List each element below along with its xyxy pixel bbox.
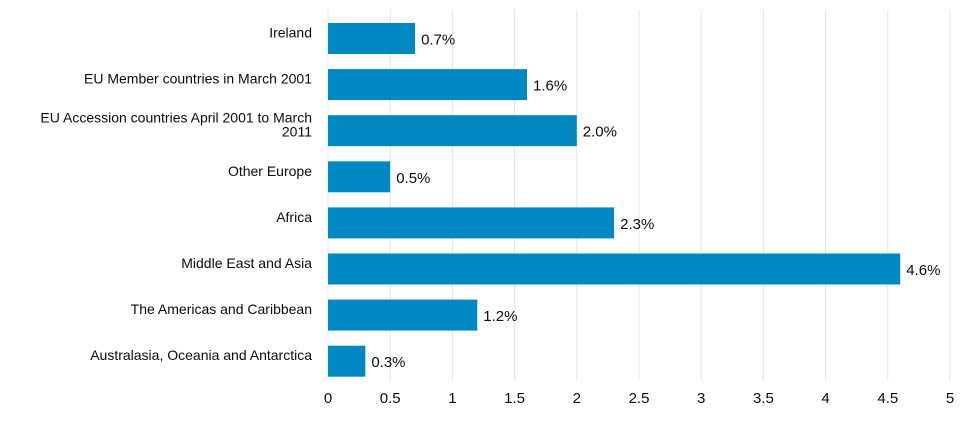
category-label: Other Europe <box>228 163 312 179</box>
category-label: Africa <box>276 209 312 225</box>
x-tick-label: 0 <box>324 390 332 407</box>
bar <box>328 69 528 101</box>
value-labels: 0.7% 1.6% 2.0% 0.5% 2.3% 4.6% 1.2% 0.3% <box>371 32 940 372</box>
data-label: 0.7% <box>421 32 455 49</box>
x-axis-ticks: 0 0.5 1 1.5 2 2.5 3 3.5 4 4.5 5 <box>324 390 954 407</box>
data-label: 2.3% <box>620 216 654 233</box>
bar <box>328 299 478 331</box>
x-tick-label: 0.5 <box>380 390 401 407</box>
bar <box>328 207 615 239</box>
x-tick-label: 3.5 <box>753 390 774 407</box>
data-label: 1.6% <box>533 78 567 95</box>
category-label: 2011 <box>282 124 312 140</box>
x-tick-label: 2 <box>573 390 581 407</box>
x-tick-label: 5 <box>946 390 954 407</box>
bar <box>328 23 416 54</box>
bars <box>328 23 901 377</box>
data-label: 1.2% <box>483 308 517 325</box>
bar <box>328 161 391 193</box>
category-label: Middle East and Asia <box>181 255 312 271</box>
bar <box>328 115 577 147</box>
x-tick-label: 1.5 <box>504 390 525 407</box>
category-label: EU Member countries in March 2001 <box>84 71 312 87</box>
data-label: 0.5% <box>396 170 430 187</box>
data-label: 0.3% <box>371 354 405 371</box>
category-label: The Americas and Caribbean <box>131 301 312 317</box>
data-label: 4.6% <box>906 262 940 279</box>
category-label: Ireland <box>269 25 312 41</box>
x-tick-label: 4.5 <box>877 390 898 407</box>
data-label: 2.0% <box>583 124 617 141</box>
x-tick-label: 2.5 <box>629 390 650 407</box>
x-tick-label: 3 <box>697 390 705 407</box>
x-tick-label: 4 <box>821 390 829 407</box>
bar <box>328 253 901 285</box>
category-label: Australasia, Oceania and Antarctica <box>90 347 312 363</box>
category-labels: Ireland EU Member countries in March 2001… <box>40 25 312 364</box>
x-tick-label: 1 <box>448 390 456 407</box>
category-label: EU Accession countries April 2001 to Mar… <box>40 110 312 126</box>
bar <box>328 345 366 377</box>
